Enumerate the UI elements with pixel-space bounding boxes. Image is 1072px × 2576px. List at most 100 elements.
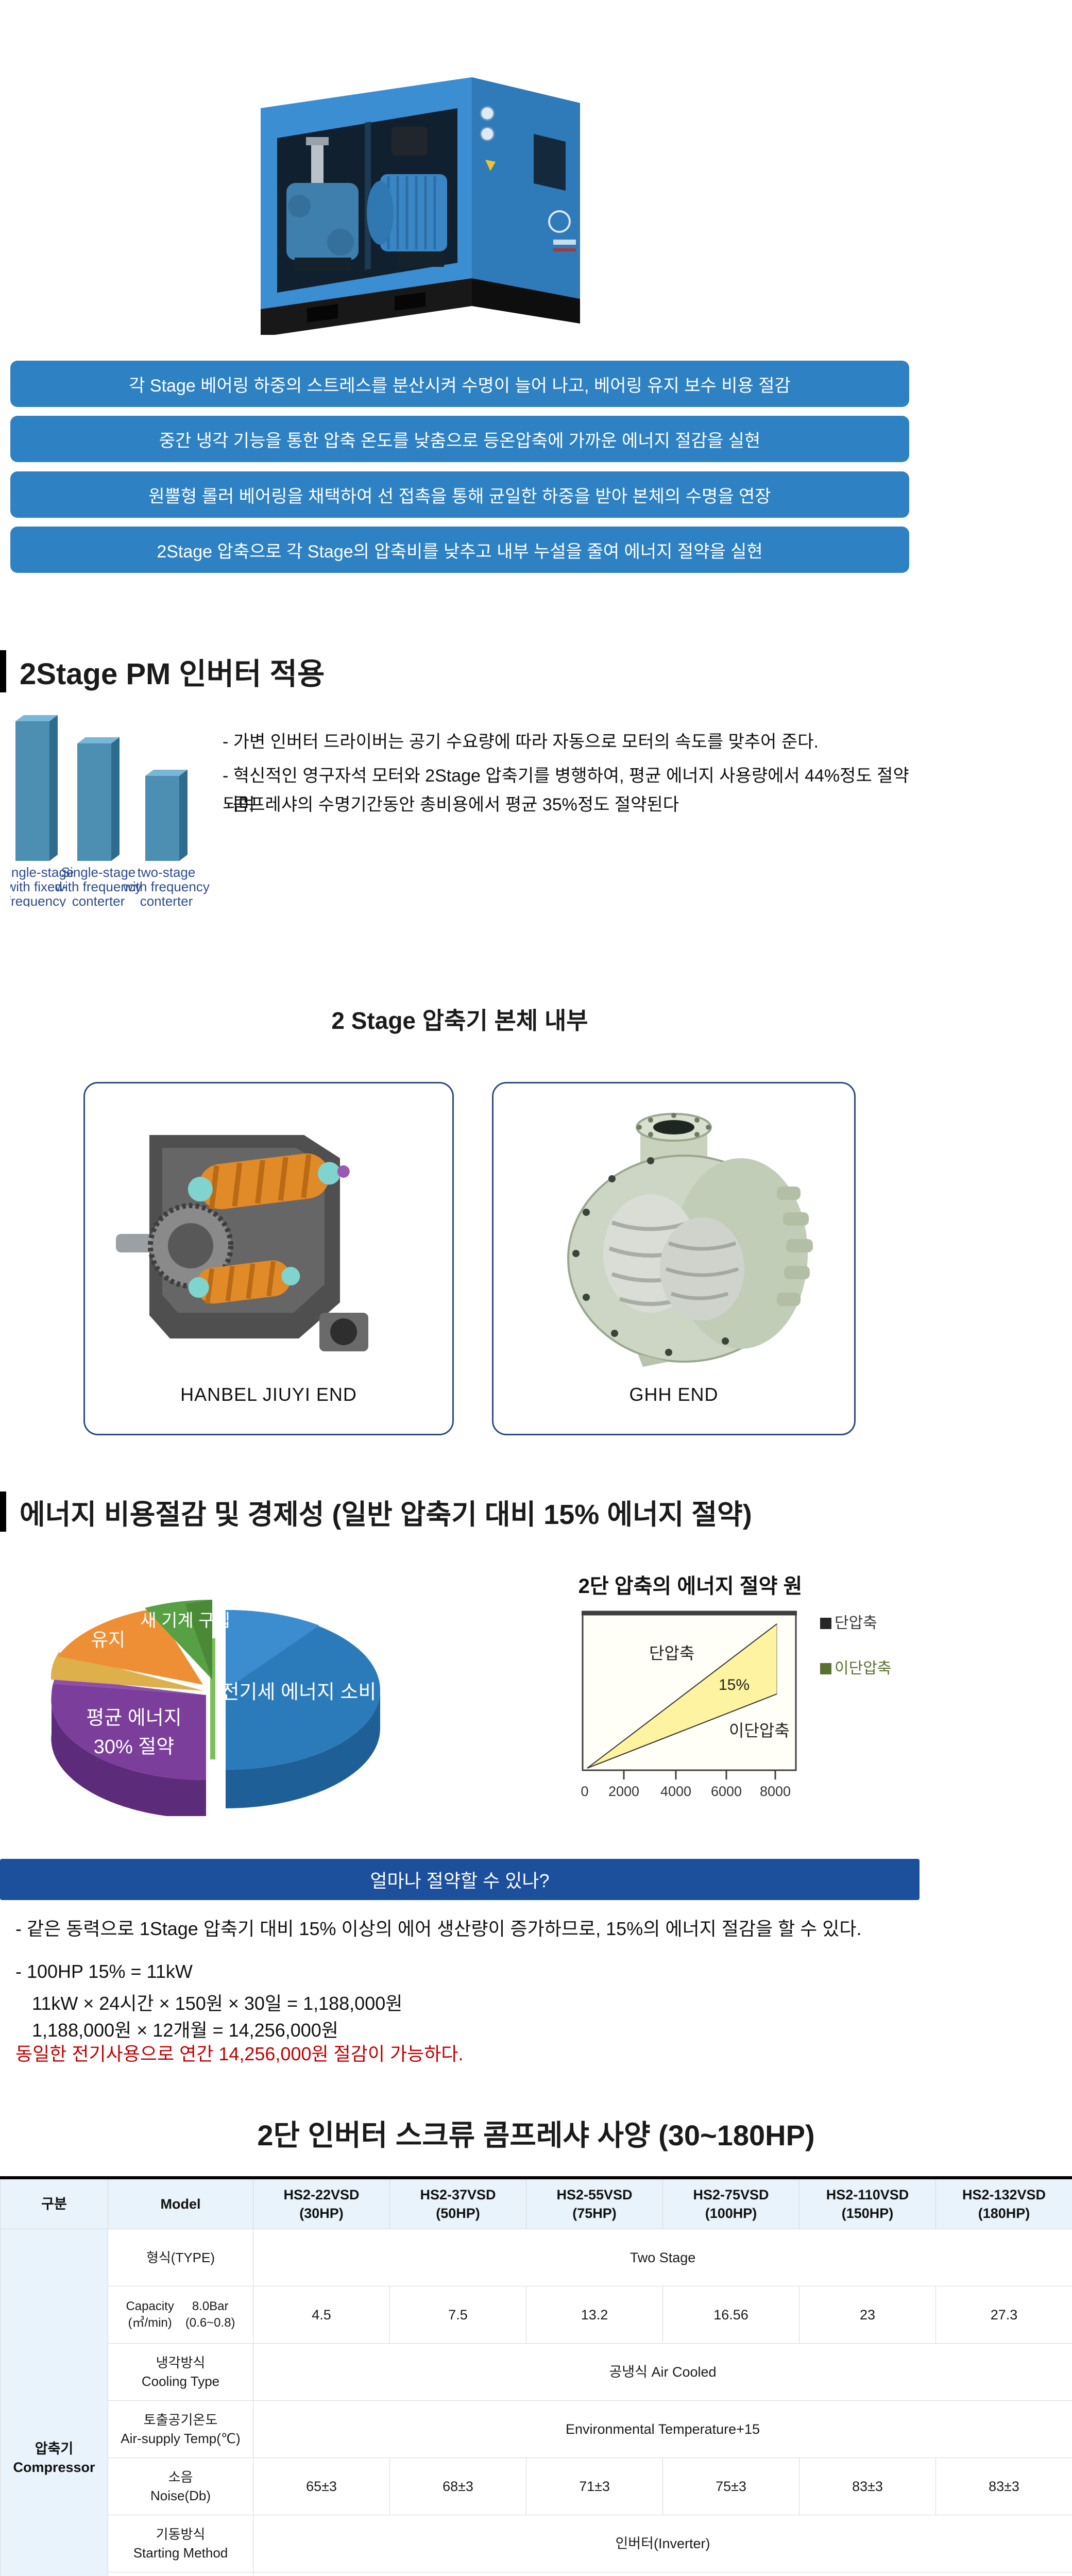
spec-value: 16.56 — [662, 2286, 799, 2344]
inverter-bullet-2-line2: 콤프레샤의 수명기간동안 총비용에서 평균 35%정도 절약된다 — [233, 795, 679, 815]
bar-2 — [145, 770, 188, 776]
savings-line-chart: 2단 압축의 에너지 절약 원 단압축 15% 이단압축 0 2000 4000… — [578, 1575, 892, 1799]
table-row: 구동방식Drive Type직결 구동(Direct Drive) — [1, 2572, 1072, 2576]
hanbel-airend-image — [116, 1135, 368, 1351]
column-header: HS2-110VSD (150HP) — [799, 2177, 936, 2229]
spec-value: 4.5 — [253, 2286, 390, 2344]
upper-series-label: 단압축 — [649, 1644, 694, 1663]
svg-text:frequency: frequency — [10, 893, 66, 907]
spec-value: 13.2 — [526, 2286, 663, 2344]
svg-text:conterter: conterter — [140, 893, 193, 907]
lower-series-label: 이단압축 — [729, 1721, 790, 1740]
column-header: HS2-75VSD (100HP) — [662, 2177, 799, 2229]
svg-text:새 기계 구입: 새 기계 구입 — [140, 1611, 230, 1631]
hanbel-image-card: HANBEL JIUYI END — [83, 1082, 454, 1435]
bar-0 — [49, 715, 58, 861]
column-header: HS2-55VSD (75HP) — [526, 2177, 663, 2229]
svg-text:with fixed-: with fixed- — [10, 879, 67, 894]
section-heading-energy: 에너지 비용절감 및 경제성 (일반 압축기 대비 15% 에너지 절약) — [0, 1492, 752, 1532]
spec-value-span: Environmental Temperature+15 — [253, 2400, 1072, 2458]
spec-value: 68±3 — [389, 2458, 526, 2515]
table-row: 냉각방식 Cooling Type 공냉식 Air Cooled — [1, 2343, 1072, 2401]
chart-legend: 단압축 이단압축 — [820, 1615, 891, 1677]
svg-text:8000: 8000 — [760, 1784, 791, 1799]
spec-value-span: 공냉식 Air Cooled — [253, 2343, 1072, 2401]
row-label: 구동방식Drive Type — [108, 2572, 253, 2576]
x-axis-tick-labels: 0 2000 4000 6000 8000 — [581, 1784, 791, 1799]
svg-text:유지: 유지 — [91, 1629, 125, 1650]
row-label: 토출공기온도 Air-supply Temp(℃) — [108, 2400, 253, 2458]
savings-line-5: 동일한 전기사용으로 연간 14,256,000원 절감이 가능하다. — [15, 2043, 464, 2064]
savings-line-1: - 같은 동력으로 1Stage 압축기 대비 15% 이상의 에어 생산량이 … — [15, 1918, 862, 1939]
bar-2 — [179, 770, 188, 861]
row-label: 소음 Noise(Db) — [108, 2458, 253, 2515]
svg-text:2단 압축의 에너지 절약 원: 2단 압축의 에너지 절약 원 — [578, 1575, 803, 1598]
bar-1 — [77, 743, 111, 861]
row-label: 냉각방식 Cooling Type — [108, 2343, 253, 2401]
spec-value: 71±3 — [526, 2458, 663, 2515]
product-photo — [261, 77, 580, 335]
spec-value: 75±3 — [662, 2458, 799, 2515]
benefit-banner-3: 원뿔형 롤러 베어링을 채택하여 선 접촉을 통해 균일한 하중을 받아 본체의… — [10, 471, 909, 518]
table-row: 토출공기온도 Air-supply Temp(℃) Environmental Te… — [1, 2400, 1072, 2458]
svg-text:conterter: conterter — [72, 893, 125, 907]
svg-text:평균 에너지: 평균 에너지 — [86, 1707, 181, 1729]
benefit-banner-2: 중간 냉각 기능을 통한 압축 온도를 낮춤으로 등온압축에 가까운 에너지 절… — [10, 416, 909, 462]
inverter-bullet-2-line1: - 혁신적인 영구자석 모터와 2Stage 압축기를 병행하여, 평균 에너지… — [223, 766, 909, 815]
column-header: HS2-132VSD (180HP) — [935, 2177, 1072, 2229]
svg-text:two-stage: two-stage — [138, 865, 196, 880]
spec-value-span: 직결 구동(Direct Drive) — [253, 2572, 1072, 2576]
table-row: Capacity (㎥/min) 8.0Bar (0.6~0.8) 4.5 7.5 13.2… — [1, 2286, 1072, 2344]
svg-text:with frequency: with frequency — [55, 879, 142, 894]
benefit-banner-1: 각 Stage 베어링 하중의 스트레스를 분산시켜 수명이 늘어 나고, 베어… — [10, 361, 909, 407]
bar-0 — [15, 715, 58, 721]
svg-text:30% 절약: 30% 절약 — [94, 1736, 175, 1758]
svg-text:Single-stage: Single-stage — [10, 865, 74, 880]
spec-value: 27.3 — [935, 2286, 1072, 2344]
spec-value: 83±3 — [799, 2458, 936, 2515]
bar-0 — [15, 721, 49, 861]
ghh-airend-image — [567, 1113, 813, 1367]
savings-line-4: 1,188,000원 × 12개월 = 14,256,000원 — [32, 2020, 338, 2041]
svg-text:전기세 에너지 소비: 전기세 에너지 소비 — [222, 1682, 377, 1703]
section-title: 에너지 비용절감 및 경제성 (일반 압축기 대비 15% 에너지 절약) — [20, 1499, 752, 1530]
inverter-bullet-1: - 가변 인버터 드라이버는 공기 수요량에 따라 자동으로 모터의 속도를 맞… — [223, 732, 819, 752]
benefit-banner-4: 2Stage 압축으로 각 Stage의 압축비를 낮추고 내부 누설을 줄여 … — [10, 527, 909, 573]
column-header: Model — [108, 2177, 253, 2229]
svg-text:Single-stage: Single-stage — [61, 865, 136, 880]
table-row: 소음 Noise(Db) 65±3 68±3 71±3 75±3 83±3 83±3 — [1, 2458, 1072, 2515]
svg-text:이단압축: 이단압축 — [835, 1660, 891, 1677]
table-row: 압축기 Compressor 형식(TYPE) Two Stage — [0, 2229, 1072, 2576]
svg-text:0: 0 — [581, 1784, 588, 1799]
table-row: 기동방식 Starting Method 인버터(Inverter) — [1, 2515, 1072, 2572]
svg-text:with frequency: with frequency — [123, 879, 210, 894]
spec-value: 83±3 — [935, 2458, 1072, 2515]
svg-text:단압축: 단압축 — [835, 1615, 877, 1632]
heading-accent-bar — [0, 650, 6, 692]
svg-text:4000: 4000 — [660, 1784, 691, 1799]
spec-value: 23 — [799, 2286, 936, 2344]
airend-section-title: 2 Stage 압축기 본체 내부 — [331, 1007, 588, 1034]
svg-text:2000: 2000 — [608, 1784, 639, 1799]
savings-question-banner: 얼마나 절약할 수 있나? — [0, 1859, 920, 1900]
ghh-caption: GHH END — [629, 1384, 719, 1405]
savings-line-3: 11kW × 24시간 × 150원 × 30일 = 1,188,000원 — [32, 1993, 403, 2014]
table-header-row: 구분 Model HS2-22VSD (30HP) HS2-37VSD (50HP) HS2… — [0, 2177, 1072, 2229]
column-header: 구분 — [0, 2177, 108, 2229]
bar-1 — [77, 737, 120, 743]
spec-table: 구분 Model HS2-22VSD (30HP) HS2-37VSD (50HP) HS2… — [0, 2176, 1072, 2576]
column-header: HS2-22VSD (30HP) — [253, 2177, 390, 2229]
hanbel-caption: HANBEL JIUYI END — [180, 1384, 357, 1405]
svg-text:6000: 6000 — [711, 1784, 742, 1799]
cost-pie-chart: 전기세 에너지 소비 평균 에너지 30% 절약 유지 새 기계 구입 — [50, 1600, 380, 1816]
spec-value: 7.5 — [389, 2286, 526, 2344]
bar-1 — [111, 737, 120, 861]
energy-bar-chart: Single-stage with fixed- frequency Singl… — [10, 715, 210, 907]
ghh-image-card: GHH END — [492, 1082, 856, 1435]
spec-table-1-title: 2단 인버터 스크류 콤프레샤 사양 (30~180HP) — [257, 2119, 815, 2151]
row-group-label: 압축기 Compressor — [0, 2229, 108, 2576]
savings-line-2: - 100HP 15% = 11kW — [15, 1961, 193, 1982]
spec-table-1: 구분 Model HS2-22VSD (30HP) HS2-37VSD (50HP) HS2… — [0, 2176, 1072, 2576]
spec-value-span: Two Stage — [253, 2229, 1072, 2286]
